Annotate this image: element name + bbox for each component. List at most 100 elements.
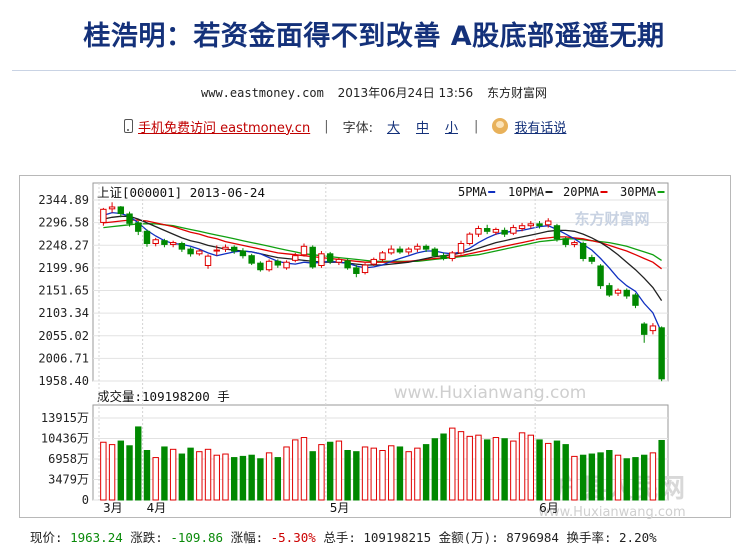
candle-body [457, 243, 465, 254]
price-label: 现价: [30, 530, 63, 545]
volume-bar [231, 457, 238, 501]
price-value: 1963.24 [70, 530, 123, 545]
legend-label: 10PMA [508, 185, 545, 199]
toolbar-separator: | [474, 118, 479, 134]
candle-body [108, 206, 116, 210]
comment-link[interactable]: 我有话说 [514, 120, 567, 136]
volume-bar [414, 447, 421, 501]
candle-body [353, 267, 360, 274]
volume-bar [606, 449, 613, 501]
candle-body [239, 250, 247, 257]
volume-bar [518, 432, 526, 501]
volume-bar [143, 449, 151, 501]
volume-bar [379, 449, 386, 501]
volume-bar [553, 440, 561, 501]
volume-bar [126, 445, 133, 501]
volume-bar [579, 454, 587, 501]
volume-tick-label: 0 [82, 493, 89, 507]
candle-body [300, 245, 308, 256]
candle-body [562, 238, 569, 245]
article-site: www.eastmoney.com [201, 86, 324, 100]
volume-bar [100, 441, 107, 501]
volume-bar [466, 435, 473, 501]
volume-bar [562, 444, 569, 501]
candle-body [187, 248, 194, 255]
user-avatar-icon [492, 118, 509, 134]
candle-body [396, 248, 404, 253]
legend-swatch [488, 191, 496, 193]
volume-bar [222, 453, 229, 501]
volume-bar [483, 439, 491, 501]
candle-body [649, 325, 657, 332]
candle-body [213, 249, 220, 252]
candle-body [588, 257, 596, 262]
volume-tick-label: 6958万 [48, 452, 89, 466]
volume-bar [597, 452, 604, 501]
candle-body [527, 223, 534, 227]
mobile-phone-icon [124, 119, 133, 133]
volume-bar [571, 455, 578, 501]
volume-tick-label: 10436万 [41, 432, 89, 446]
change-value: -109.86 [170, 530, 224, 545]
candle-body [135, 222, 142, 232]
article-title: 桂浩明：若资金面得不到改善 A股底部遥遥无期 [83, 21, 665, 52]
candle-body [606, 285, 613, 296]
volume-bar [440, 433, 447, 501]
site-watermark: www.Huxianwang.com [394, 383, 587, 403]
font-size-small-button[interactable]: 小 [445, 120, 459, 136]
volume-bar [588, 453, 596, 501]
volume-bar [658, 439, 665, 501]
candle-body [265, 260, 273, 271]
volume-bar [614, 454, 622, 501]
price-tick-label: 1958.40 [38, 374, 89, 388]
volume-bar [475, 434, 482, 501]
legend-swatch [657, 191, 665, 193]
candle-body [152, 239, 159, 245]
volume-bar [248, 454, 255, 501]
site2-watermark: www.Huxianwang.com [538, 505, 685, 520]
candle-body [231, 246, 238, 252]
volume-bar [405, 451, 412, 501]
volume-bar [431, 438, 439, 501]
font-size-large-button[interactable]: 大 [386, 120, 400, 136]
volume-bar [239, 455, 247, 501]
candle-body [274, 260, 282, 266]
candle-body [318, 253, 325, 267]
article-source: 东方财富网 [486, 86, 547, 100]
font-size-medium-button[interactable]: 中 [415, 120, 429, 136]
candle-body [344, 260, 351, 269]
volume-bar [309, 451, 316, 501]
candle-body [553, 225, 561, 240]
mobile-access-link[interactable]: 手机免费访问 eastmoney.cn [138, 120, 311, 136]
volume-bar [388, 445, 395, 501]
candle-body [204, 255, 212, 267]
volume-bar [257, 458, 264, 501]
volume-bar [300, 437, 308, 501]
volume-bar [527, 434, 534, 501]
candle-body [100, 208, 107, 223]
volume-bar [265, 452, 273, 501]
candle-body [335, 258, 343, 263]
candle-body [449, 252, 456, 259]
candle-body [466, 233, 473, 245]
candle-body [248, 255, 255, 264]
volume-bar [274, 457, 282, 501]
volume-bar [152, 457, 159, 501]
volume-title: 成交量:109198200 手 [97, 389, 230, 404]
volume-bar [117, 440, 125, 501]
ma20-line [103, 219, 662, 270]
candle-body [178, 243, 186, 250]
candle-body [257, 262, 264, 271]
candle-body [222, 246, 229, 250]
volume-bar [283, 446, 290, 501]
legend-label: 30PMA [620, 185, 657, 199]
candle-body [143, 230, 151, 245]
toolbar-separator: | [324, 118, 329, 134]
volume-bar [640, 454, 648, 501]
volume-bar [510, 440, 517, 501]
quote-bar: 现价: 1963.24 涨跌: -109.86 涨幅: -5.30% 总手: 1… [30, 527, 657, 546]
candle-body [510, 227, 517, 234]
pct-value: -5.30% [270, 530, 316, 545]
candle-body [571, 242, 578, 245]
volume-bar [492, 437, 500, 501]
